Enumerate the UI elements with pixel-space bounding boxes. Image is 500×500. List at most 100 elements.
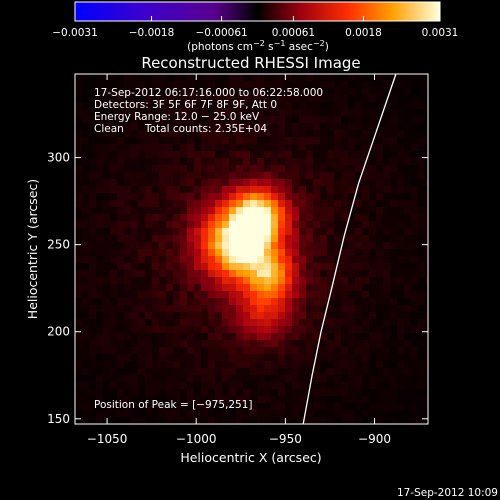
heatmap-cell — [222, 228, 230, 236]
heatmap-cell — [159, 116, 167, 124]
heatmap-cell — [208, 319, 216, 327]
heatmap-cell — [82, 403, 90, 411]
heatmap-cell — [376, 347, 384, 355]
heatmap-cell — [250, 74, 258, 82]
heatmap-cell — [341, 102, 349, 110]
heatmap-cell — [229, 81, 237, 89]
heatmap-cell — [404, 263, 412, 271]
heatmap-cell — [355, 277, 363, 285]
heatmap-cell — [110, 382, 118, 390]
heatmap-cell — [124, 396, 132, 404]
heatmap-cell — [355, 382, 363, 390]
heatmap-cell — [250, 305, 258, 313]
heatmap-cell — [187, 186, 195, 194]
heatmap-cell — [131, 389, 139, 397]
heatmap-cell — [425, 137, 428, 145]
heatmap-cell — [376, 312, 384, 320]
heatmap-cell — [250, 228, 258, 236]
heatmap-cell — [138, 228, 146, 236]
heatmap-cell — [145, 235, 153, 243]
heatmap-cell — [138, 403, 146, 411]
heatmap-cell — [250, 361, 258, 369]
heatmap-cell — [173, 116, 181, 124]
heatmap-cell — [117, 151, 125, 159]
colorbar-tick-label: 0.0031 — [422, 27, 459, 39]
heatmap-cell — [138, 137, 146, 145]
heatmap-cell — [397, 291, 405, 299]
heatmap-cell — [82, 340, 90, 348]
heatmap-cell — [271, 417, 279, 424]
heatmap-cell — [166, 200, 174, 208]
heatmap-cell — [271, 319, 279, 327]
heatmap-cell — [425, 270, 428, 278]
heatmap-cell — [369, 249, 377, 257]
heatmap-cell — [243, 305, 251, 313]
heatmap-cell — [257, 389, 265, 397]
heatmap-cell — [131, 123, 139, 131]
heatmap-cell — [250, 207, 258, 215]
heatmap-cell — [166, 389, 174, 397]
heatmap-cell — [264, 375, 272, 383]
heatmap-cell — [180, 207, 188, 215]
heatmap-cell — [250, 221, 258, 229]
heatmap-cell — [334, 172, 342, 180]
heatmap-cell — [397, 361, 405, 369]
heatmap-cell — [194, 151, 202, 159]
heatmap-cell — [124, 172, 132, 180]
heatmap-cell — [257, 305, 265, 313]
heatmap-cell — [341, 123, 349, 131]
heatmap-cell — [292, 137, 300, 145]
heatmap-cell — [117, 165, 125, 173]
heatmap-cell — [215, 319, 223, 327]
heatmap-cell — [117, 277, 125, 285]
heatmap-cell — [187, 256, 195, 264]
heatmap-cell — [334, 354, 342, 362]
heatmap-cell — [89, 116, 97, 124]
heatmap-cell — [110, 256, 118, 264]
heatmap-cell — [159, 319, 167, 327]
heatmap-cell — [222, 305, 230, 313]
heatmap-cell — [369, 228, 377, 236]
heatmap-cell — [243, 270, 251, 278]
heatmap-cell — [229, 102, 237, 110]
heatmap-cell — [418, 403, 426, 411]
heatmap-cell — [404, 256, 412, 264]
heatmap-cell — [173, 389, 181, 397]
heatmap-cell — [75, 144, 83, 152]
heatmap-cell — [89, 277, 97, 285]
heatmap-cell — [313, 144, 321, 152]
heatmap-cell — [418, 340, 426, 348]
heatmap-cell — [411, 137, 419, 145]
heatmap-cell — [201, 137, 209, 145]
heatmap-cell — [404, 389, 412, 397]
heatmap-cell — [201, 333, 209, 341]
heatmap-cell — [180, 116, 188, 124]
heatmap-cell — [327, 130, 335, 138]
heatmap-cell — [320, 144, 328, 152]
heatmap-cell — [187, 214, 195, 222]
heatmap-cell — [285, 417, 293, 424]
heatmap-cell — [124, 137, 132, 145]
heatmap-cell — [89, 81, 97, 89]
heatmap-cell — [201, 326, 209, 334]
heatmap-cell — [411, 200, 419, 208]
heatmap-cell — [278, 137, 286, 145]
heatmap-cell — [229, 221, 237, 229]
heatmap-cell — [348, 354, 356, 362]
heatmap-cell — [215, 193, 223, 201]
heatmap-cell — [89, 389, 97, 397]
heatmap-cell — [180, 319, 188, 327]
heatmap-cell — [341, 389, 349, 397]
heatmap-cell — [131, 256, 139, 264]
heatmap-cell — [292, 102, 300, 110]
heatmap-cell — [285, 277, 293, 285]
heatmap-cell — [222, 95, 230, 103]
heatmap-cell — [166, 305, 174, 313]
heatmap-cell — [173, 333, 181, 341]
heatmap-cell — [208, 403, 216, 411]
heatmap-cell — [425, 207, 428, 215]
heatmap-cell — [306, 284, 314, 292]
heatmap-cell — [215, 172, 223, 180]
heatmap-cell — [376, 319, 384, 327]
heatmap-cell — [355, 116, 363, 124]
